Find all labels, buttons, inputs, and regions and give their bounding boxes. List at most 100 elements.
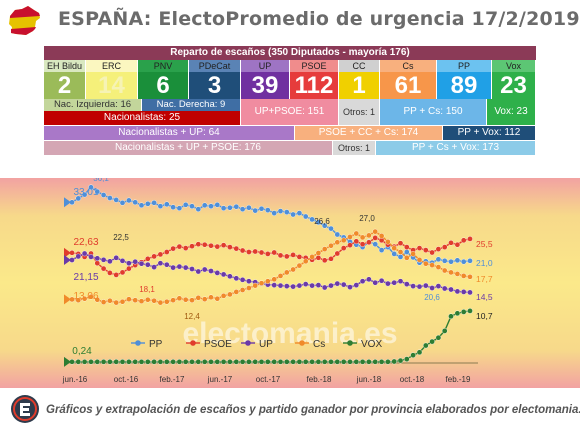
point-pp [460, 258, 467, 265]
point-vox [157, 358, 164, 365]
point-cs [94, 296, 101, 303]
point-pp [189, 203, 195, 210]
pp-cs-cell: PP + Cs: 150 [380, 99, 487, 125]
x-tick-label: jun.-17 [207, 375, 233, 384]
point-psoe [264, 251, 271, 257]
point-vox [467, 308, 473, 314]
point-psoe [176, 243, 183, 250]
point-psoe [448, 240, 454, 246]
point-up [189, 266, 195, 272]
point-psoe [157, 251, 164, 258]
point-cs [138, 298, 145, 304]
nacionalistas-cell: Nacionalistas: 25 [44, 111, 241, 125]
series-start-marker-up [64, 255, 71, 266]
start-value-label: 22,63 [73, 237, 98, 248]
series-line-up [71, 252, 471, 294]
point-cs [132, 297, 138, 303]
vox-cell: Vox: 23 [487, 99, 536, 125]
point-psoe [416, 245, 423, 251]
point-pp [252, 207, 258, 214]
point-cs [353, 230, 360, 237]
point-cs [321, 246, 328, 252]
party-label-pdecat: PDeCat [189, 60, 241, 72]
point-cs [264, 278, 271, 284]
point-pp [176, 205, 183, 212]
point-up [233, 275, 240, 282]
point-psoe [189, 243, 195, 249]
legend-label-vox: VOX [361, 339, 382, 350]
party-seats-pnv: 6 [138, 72, 189, 99]
point-up [271, 282, 278, 288]
point-pp [75, 195, 82, 202]
coalition-row-1: Nac. Izquierda: 16 Nac. Derecha: 9 [44, 99, 536, 111]
point-vox [435, 334, 442, 341]
point-cs [416, 257, 423, 263]
coalition-row-4: Nacionalistas + UP + PSOE: 176 Otros: 1 … [44, 141, 536, 155]
point-vox [119, 358, 126, 365]
point-vox [378, 358, 385, 365]
point-up [340, 281, 347, 288]
point-pp [195, 206, 202, 213]
point-vox [252, 358, 258, 365]
point-pp [201, 202, 208, 209]
x-tick-label: feb.-17 [160, 375, 185, 384]
start-value-label: 0,24 [72, 346, 92, 357]
point-up [334, 280, 341, 287]
point-cs [252, 282, 258, 289]
point-vox [328, 358, 334, 365]
start-value-label: 33,01 [73, 187, 98, 198]
point-psoe [435, 246, 442, 252]
point-cs [246, 285, 252, 291]
point-psoe [290, 252, 296, 258]
point-pp [113, 197, 119, 203]
annotation-label: 36,1 [93, 178, 109, 183]
point-up [296, 282, 303, 289]
point-psoe [271, 249, 278, 256]
point-up [309, 282, 315, 289]
point-psoe [454, 241, 461, 248]
point-psoe [119, 269, 126, 276]
point-vox [302, 358, 309, 365]
point-cs [410, 251, 416, 257]
point-psoe [441, 244, 448, 250]
party-label-pnv: PNV [138, 60, 189, 72]
point-up [372, 279, 379, 286]
point-cs [271, 276, 278, 283]
point-psoe [372, 235, 379, 241]
point-vox [410, 352, 416, 358]
point-up [94, 255, 101, 262]
annotation-label: 20,6 [424, 293, 440, 302]
point-vox [220, 358, 227, 365]
point-cs [157, 299, 164, 306]
point-up [132, 258, 138, 265]
point-vox [239, 358, 246, 365]
point-cs [454, 271, 461, 277]
point-up [100, 257, 107, 263]
point-vox [347, 358, 353, 365]
point-pp [296, 210, 303, 216]
point-psoe [422, 247, 429, 253]
spain-flag-icon [9, 6, 40, 35]
point-cs [195, 295, 202, 301]
point-up [429, 285, 435, 291]
point-vox [182, 358, 189, 365]
point-up [283, 283, 290, 289]
point-up [321, 284, 328, 291]
point-vox [290, 358, 296, 365]
point-pp [144, 200, 151, 207]
point-up [182, 264, 189, 271]
point-pp [378, 247, 385, 253]
point-psoe [227, 244, 233, 250]
point-vox [353, 358, 360, 365]
point-cs [328, 242, 334, 249]
point-vox [107, 358, 113, 365]
legend-swatch-dot [347, 340, 353, 346]
point-vox [246, 358, 252, 365]
point-up [227, 273, 233, 280]
coalition-row-2: Nacionalistas: 25 [44, 111, 536, 125]
point-pp [372, 241, 379, 247]
point-cs [107, 297, 113, 304]
point-psoe [214, 243, 221, 250]
point-psoe [277, 252, 284, 259]
point-pp [467, 258, 473, 264]
